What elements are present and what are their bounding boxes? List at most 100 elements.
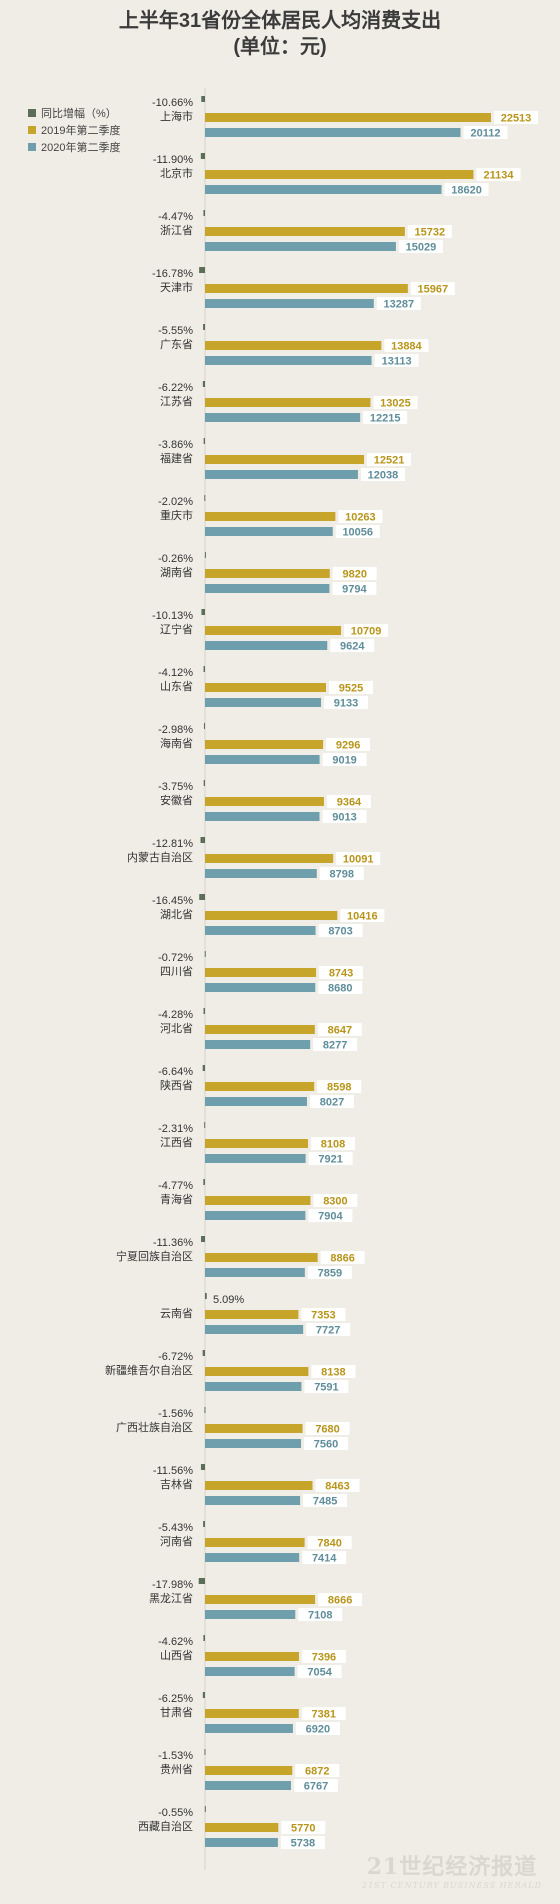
value-label-2020: 10056	[342, 527, 373, 539]
category-label: 安徽省	[160, 793, 193, 807]
category-label: 黑龙江省	[149, 1592, 193, 1605]
growth-label: -3.86%	[158, 439, 193, 451]
bar-2019	[205, 1595, 316, 1604]
growth-bar	[203, 780, 205, 786]
category-label: 吉林省	[160, 1477, 193, 1491]
value-label-2019: 8666	[328, 1595, 352, 1607]
growth-label: -4.77%	[158, 1180, 193, 1192]
legend-label-2019: 2019年第二季度	[41, 124, 121, 137]
value-label-2020: 7054	[307, 1667, 332, 1679]
value-box-2020	[363, 411, 408, 424]
bar-2019	[205, 569, 330, 578]
value-box-2019	[373, 396, 418, 409]
category-label: 重庆市	[160, 508, 193, 522]
value-label-2019: 7840	[317, 1538, 341, 1550]
value-box-2019	[317, 1080, 362, 1093]
bar-2020	[205, 1439, 302, 1448]
value-label-2019: 8138	[321, 1367, 345, 1379]
category-label: 广东省	[160, 338, 193, 351]
bar-2019	[205, 227, 405, 236]
growth-bar	[202, 1065, 205, 1071]
value-box-2019	[329, 681, 374, 694]
value-label-2019: 8463	[325, 1481, 349, 1493]
value-box-2020	[398, 240, 443, 253]
value-label-2020: 20112	[471, 128, 501, 140]
value-label-2020: 8703	[328, 926, 352, 938]
category-label: 天津市	[160, 280, 193, 294]
growth-label: -0.55%	[158, 1807, 193, 1819]
value-box-2019	[301, 1707, 346, 1720]
category-label: 河南省	[160, 1535, 193, 1548]
bar-2019	[205, 455, 365, 464]
value-box-2020	[302, 1551, 347, 1564]
bar-2019	[205, 968, 317, 977]
bar-2020	[205, 185, 442, 194]
value-box-2019	[410, 282, 455, 295]
value-label-2019: 7381	[312, 1709, 336, 1721]
bar-2019	[205, 1766, 293, 1775]
value-label-2019: 8866	[330, 1253, 354, 1265]
value-label-2020: 9794	[342, 584, 367, 596]
bar-2020	[205, 1268, 305, 1277]
bar-2020	[205, 812, 320, 821]
value-label-2019: 10263	[345, 512, 376, 524]
bar-2019	[205, 1025, 315, 1034]
value-label-2019: 9820	[343, 569, 367, 581]
category-label: 湖北省	[160, 908, 193, 921]
value-box-2020	[335, 525, 380, 538]
value-box-2020	[313, 1038, 358, 1051]
bar-2019	[205, 797, 324, 806]
growth-bar	[204, 951, 206, 957]
value-box-2020	[376, 297, 421, 310]
value-box-2019	[301, 1650, 346, 1663]
brand-watermark: 21世纪经济报道 21ST CENTURY BUSINESS HERALD	[362, 1849, 542, 1890]
bar-2019	[205, 1367, 309, 1376]
value-label-2020: 12215	[370, 413, 401, 425]
chart-title: 上半年31省份全体居民人均消费支出 (单位：元)	[0, 8, 560, 60]
value-box-2020	[306, 1323, 351, 1336]
category-label: 辽宁省	[160, 622, 193, 636]
value-box-2020	[298, 1608, 343, 1621]
value-label-2019: 15732	[415, 227, 446, 239]
legend-swatch-2019	[28, 125, 36, 134]
bar-2019	[205, 1709, 299, 1718]
value-box-2020	[318, 981, 363, 994]
value-box-2019	[281, 1821, 326, 1834]
legend-item-2020: 2020年第二季度	[28, 138, 120, 155]
value-label-2020: 8277	[323, 1040, 347, 1052]
value-box-2020	[322, 753, 367, 766]
value-label-2020: 9624	[340, 641, 365, 653]
bar-2019	[205, 911, 338, 920]
bar-2020	[205, 242, 396, 251]
bar-2020	[205, 1496, 301, 1505]
value-box-2019	[305, 1422, 350, 1435]
value-box-2020	[318, 924, 363, 937]
growth-bar	[203, 1635, 205, 1641]
bar-2020	[205, 755, 320, 764]
value-label-2019: 7680	[315, 1424, 339, 1436]
value-label-2019: 9364	[337, 797, 362, 809]
category-label: 上海市	[160, 109, 193, 123]
value-label-2019: 7353	[311, 1310, 335, 1322]
value-label-2019: 12521	[374, 455, 405, 467]
value-label-2020: 7859	[318, 1268, 342, 1280]
growth-bar	[203, 1179, 205, 1185]
growth-bar	[204, 1806, 206, 1812]
value-label-2020: 7108	[308, 1610, 332, 1622]
growth-bar	[201, 1236, 205, 1242]
bar-2020	[205, 1781, 291, 1790]
value-box-2020	[304, 1380, 349, 1393]
bar-2020	[205, 413, 361, 422]
bar-2020	[205, 527, 333, 536]
value-label-2020: 7485	[313, 1496, 337, 1508]
growth-bar	[203, 324, 205, 330]
bar-2019	[205, 1652, 299, 1661]
value-box-2019	[336, 852, 381, 865]
value-box-2019	[476, 168, 521, 181]
category-label: 北京市	[160, 166, 193, 180]
value-box-2020	[324, 696, 369, 709]
bar-2020	[205, 470, 358, 479]
legend-label-growth: 同比增幅（%）	[41, 107, 117, 120]
bar-2020	[205, 1667, 295, 1676]
bar-2020	[205, 926, 316, 935]
